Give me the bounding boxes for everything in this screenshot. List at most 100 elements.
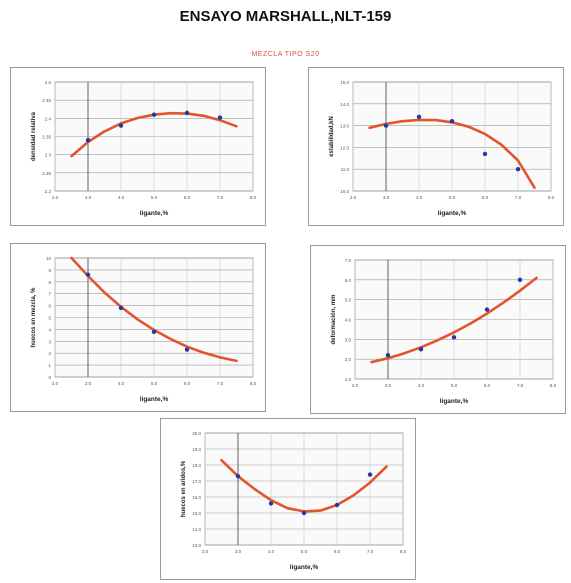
y-axis-label: huecos en aridos,% [181, 460, 187, 517]
x-tick-label: 7.0 [217, 195, 224, 200]
x-tick-label: 2.0 [52, 195, 59, 200]
data-point [118, 305, 124, 311]
y-tick-label: 1.0 [345, 377, 352, 382]
data-point [515, 167, 521, 172]
x-tick-label: 2.0 [350, 195, 357, 200]
data-point [484, 307, 490, 312]
chart-svg: 1.02.03.04.05.06.07.02.0 3.0 4.0 5.0 6.0 7.0 8… [331, 258, 557, 405]
chart-air-voids: 0 1 2 3 4 5 6 7 8 9 10 2.0 3.0 4.0 5.0 6.0 7.0 8.0 ligante… [10, 243, 266, 412]
y-tick-label: 9 [48, 268, 51, 273]
data-point [367, 472, 373, 477]
x-axis-label: ligante,% [438, 210, 467, 217]
y-tick-label: 8 [48, 280, 51, 285]
data-point [268, 501, 274, 506]
y-tick-label: 10.0 [340, 189, 349, 194]
chart-density: 2.2 2.25 2.3 2.35 2.4 2.45 2.5 2.0 3.0 4.0 5.0 6.0 7… [10, 67, 266, 226]
y-tick-label: 13.0 [340, 124, 349, 129]
y-tick-label: 20.0 [192, 431, 201, 436]
x-tick-label: 7.0 [515, 195, 522, 200]
data-point [416, 114, 422, 120]
y-tick-label: 6 [48, 304, 51, 309]
y-tick-label: 2.0 [345, 357, 352, 362]
y-axis-label: estabilidad,kN [329, 116, 335, 157]
x-tick-label: 4.0 [118, 195, 125, 200]
y-tick-label: 5.0 [345, 298, 352, 303]
y-tick-label: 17.0 [192, 479, 201, 484]
data-point [449, 119, 455, 124]
x-tick-label: 2.0 [52, 381, 59, 386]
x-tick-label: 8.0 [550, 383, 557, 388]
x-tick-label: 5.0 [301, 549, 308, 554]
x-tick-label: 6.0 [482, 195, 489, 200]
data-point [151, 329, 157, 334]
data-point [418, 347, 424, 352]
x-axis-label: ligante,% [140, 396, 169, 403]
chart-svg: 13.0 14.0 15.0 16.0 17.0 18.0 19.0 20.0 2.0 3.0 4.… [181, 431, 407, 571]
y-tick-label: 13.0 [192, 543, 201, 548]
y-tick-label: 2.3 [45, 153, 52, 158]
x-tick-label: 6.0 [334, 549, 341, 554]
y-tick-label: 4 [48, 327, 51, 332]
data-point [85, 137, 91, 143]
y-tick-label: 19.0 [192, 447, 201, 452]
y-tick-label: 5 [48, 316, 51, 321]
page-title: ENSAYO MARSHALL,NLT-159 [179, 8, 392, 25]
x-tick-label: 4.0 [268, 549, 275, 554]
x-tick-label: 4.0 [118, 381, 125, 386]
y-tick-label: 2.25 [42, 171, 51, 176]
data-point [217, 115, 223, 120]
y-tick-label: 12.0 [340, 145, 349, 150]
x-tick-label: 3.0 [235, 549, 242, 554]
data-point [235, 474, 241, 479]
x-tick-label: 3.0 [85, 381, 92, 386]
x-axis-label: ligante,% [290, 564, 319, 571]
x-tick-label: 8.0 [250, 195, 257, 200]
x-tick-label: 7.0 [367, 549, 374, 554]
y-tick-label: 0 [48, 375, 51, 380]
x-tick-label: 8.0 [400, 549, 407, 554]
y-tick-label: 1 [48, 363, 51, 368]
x-tick-label: 3.0 [383, 195, 390, 200]
data-point [385, 353, 391, 358]
data-point [118, 123, 124, 128]
x-tick-label: 5.0 [151, 195, 158, 200]
y-tick-label: 18.0 [192, 463, 201, 468]
chart-stability: 10.0 11.0 12.0 13.0 14.0 15.0 2.0 3.0 4.0 5.0 6.0 7… [308, 67, 564, 226]
data-point [482, 151, 488, 157]
y-tick-label: 7.0 [345, 258, 352, 263]
data-point [383, 123, 389, 128]
x-tick-label: 2.0 [202, 549, 209, 554]
data-point [517, 277, 523, 283]
x-tick-label: 6.0 [184, 195, 191, 200]
y-tick-label: 3 [48, 339, 51, 344]
x-tick-label: 2.0 [352, 383, 359, 388]
y-tick-label: 7 [48, 292, 51, 297]
x-tick-label: 5.0 [449, 195, 456, 200]
data-point [301, 510, 307, 516]
data-point [184, 110, 190, 116]
x-axis-label: ligante,% [140, 210, 169, 217]
y-tick-label: 11.0 [341, 167, 350, 172]
y-axis-label: huecos en mezcla, % [31, 287, 37, 348]
data-point [184, 347, 190, 352]
y-axis-label: densidad relativa [31, 111, 37, 161]
x-tick-label: 3.0 [385, 383, 392, 388]
x-tick-label: 4.0 [416, 195, 423, 200]
fit-curve [370, 276, 538, 364]
y-tick-label: 15.0 [192, 511, 201, 516]
chart-vma: 13.0 14.0 15.0 16.0 17.0 18.0 19.0 20.0 2.0 3.0 4.… [160, 418, 416, 580]
x-tick-label: 5.0 [451, 383, 458, 388]
y-tick-label: 2.35 [42, 135, 51, 140]
y-tick-label: 16.0 [192, 495, 201, 500]
y-tick-label: 14.0 [340, 102, 349, 107]
data-point [334, 502, 340, 508]
y-tick-label: 14.0 [192, 527, 201, 532]
chart-subtitle: MEZCLA TIPO S20 [251, 51, 320, 58]
x-tick-label: 6.0 [484, 383, 491, 388]
chart-flow: 1.0 2.0 3.0 4.0 5.0 6.0 7.0 2.0 3.0 4.0 5.0 6.0 7.0 8… [310, 245, 566, 414]
x-tick-label: 8.0 [250, 381, 257, 386]
y-tick-label: 10 [46, 256, 52, 261]
y-tick-label: 6.0 [345, 278, 352, 283]
y-tick-label: 15.0 [340, 80, 349, 85]
data-point [85, 272, 91, 277]
